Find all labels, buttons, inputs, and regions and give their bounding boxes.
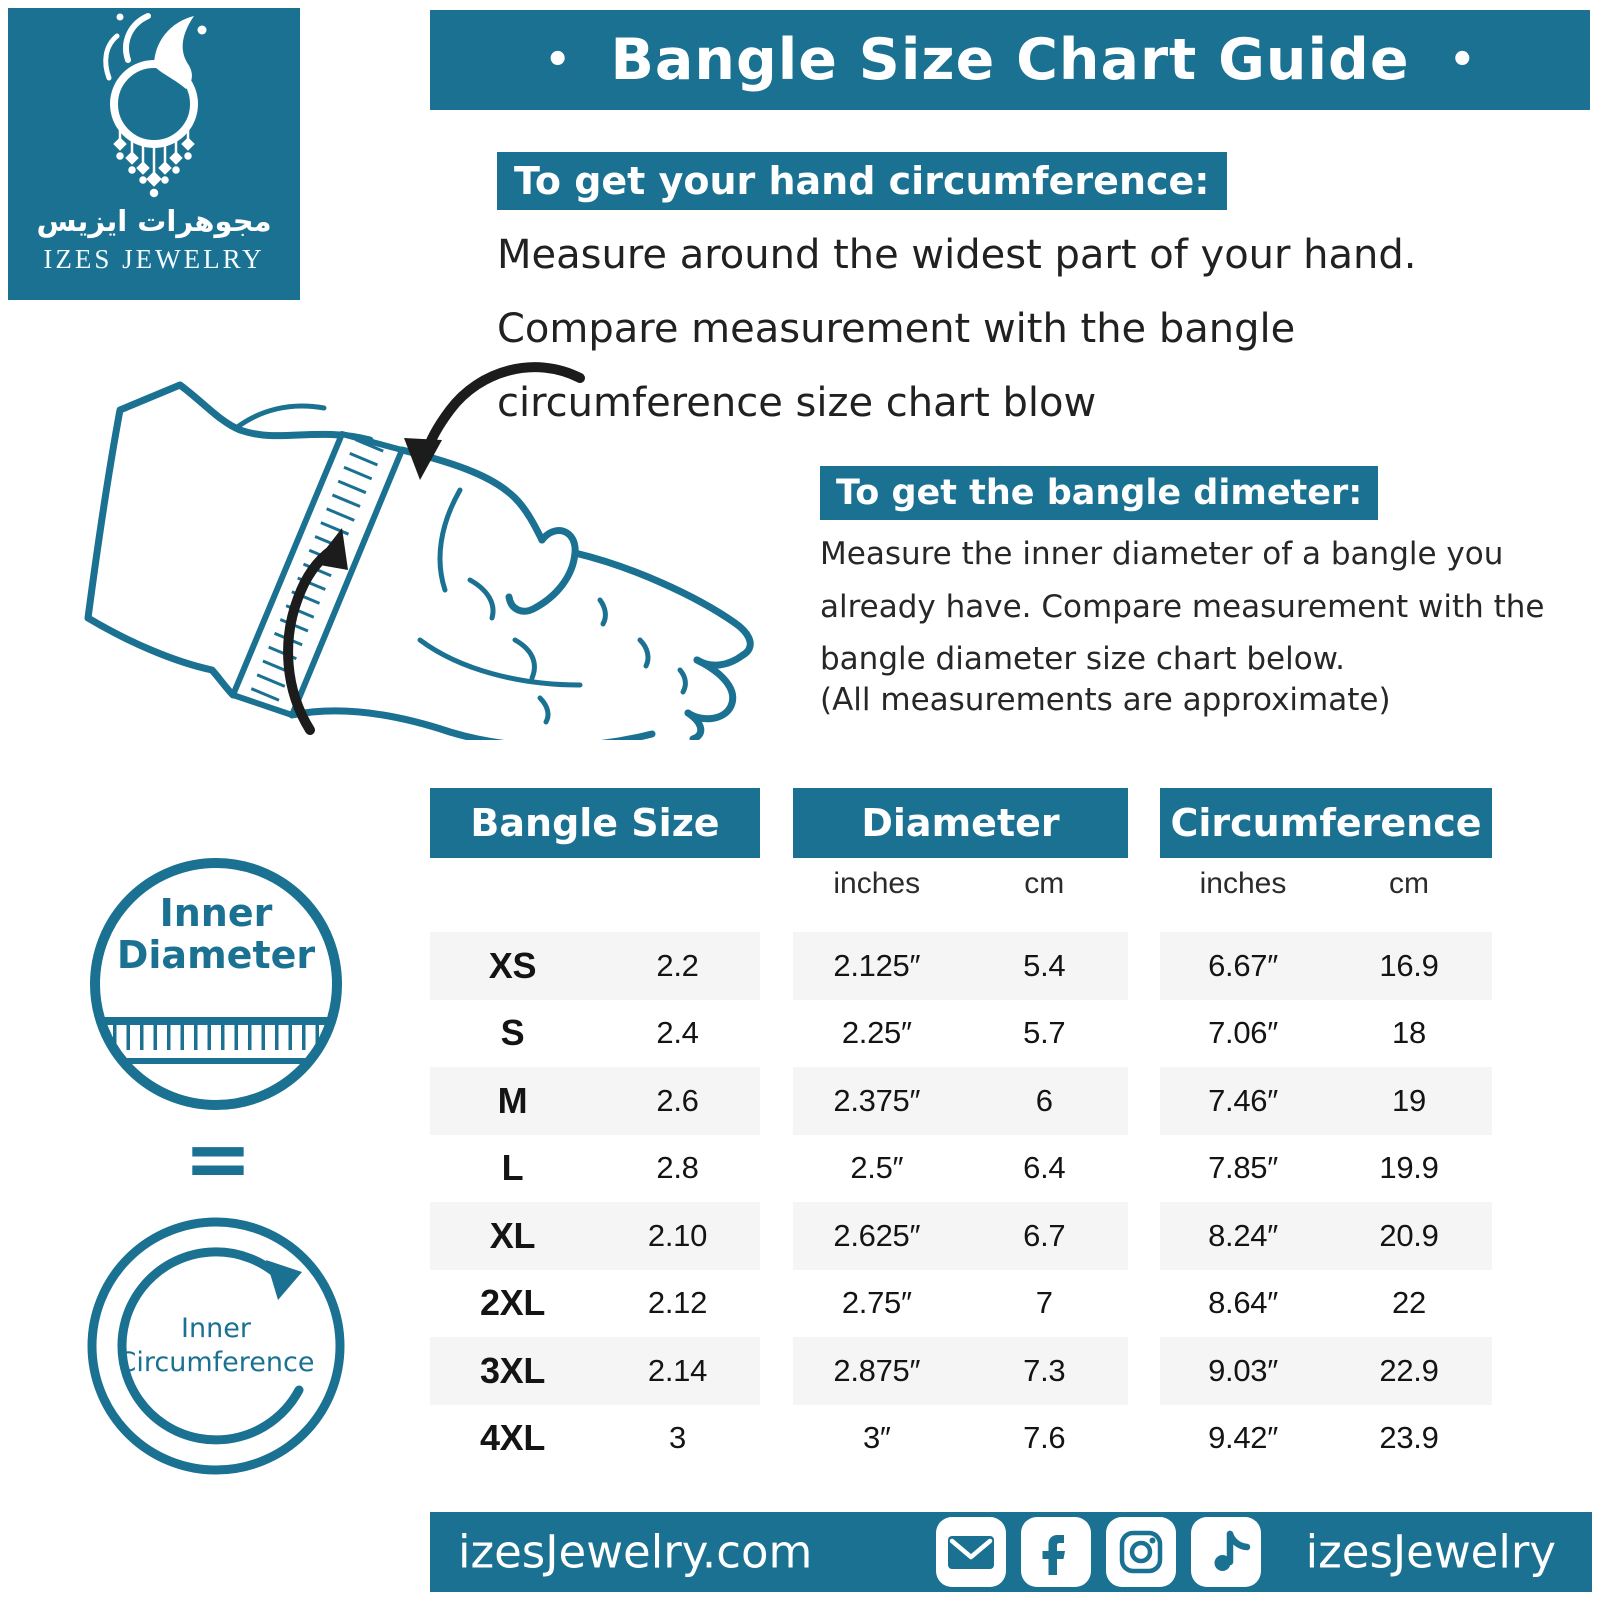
facebook-icon[interactable] xyxy=(1020,1516,1092,1588)
logo-arabic-text: مجوهرات ايزيس xyxy=(36,204,272,238)
brand-logo: مجوهرات ايزيس IZES JEWELRY xyxy=(8,8,300,300)
hand-circumference-heading: To get your hand circumference: xyxy=(497,152,1227,210)
circumference-inches-unit: inches xyxy=(1199,867,1287,900)
header-bar: • Bangle Size Chart Guide • xyxy=(430,10,1590,110)
instagram-icon[interactable] xyxy=(1105,1516,1177,1588)
header-circumference: Circumference xyxy=(1160,788,1492,858)
website-link[interactable]: izesJewelry.com xyxy=(458,1525,813,1579)
inner-circumference-diagram: Inner Circumference xyxy=(80,1208,352,1484)
logo-calligraphy xyxy=(103,13,207,198)
inner-circumference-graphic xyxy=(87,1217,345,1475)
bangle-diameter-heading: To get the bangle dimeter: xyxy=(820,466,1379,520)
bangle-size-table: Bangle Size Diameter Circumference inche… xyxy=(430,788,1492,1472)
table-row: L 2.8 2.5″ 6.4 7.85″ 19.9 xyxy=(501,1147,1439,1189)
table-row: 4XL 3 3″ 7.6 9.42″ 23.9 xyxy=(479,1417,1439,1459)
bangle-diameter-body: Measure the inner diameter of a bangle y… xyxy=(820,536,1545,678)
inner-diameter-diagram: Inner Diameter xyxy=(83,853,349,1125)
social-icons xyxy=(935,1516,1262,1588)
table-row: XL 2.10 2.625″ 6.7 8.24″ 20.9 xyxy=(430,1202,1492,1270)
table-row: 3XL 2.14 2.875″ 7.3 9.03″ 22.9 xyxy=(430,1337,1492,1405)
circumference-cm-unit: cm xyxy=(1389,867,1429,900)
inner-diameter-label: Inner Diameter xyxy=(116,891,316,977)
table-row: M 2.6 2.375″ 6 7.46″ 19 xyxy=(430,1067,1492,1135)
social-handle[interactable]: izesJewelry xyxy=(1305,1525,1556,1579)
diameter-inches-unit: inches xyxy=(833,867,921,900)
hand-circumference-body: Measure around the widest part of your h… xyxy=(497,232,1417,426)
logo-brand-name: IZES JEWELRY xyxy=(43,244,265,274)
measuring-tape xyxy=(230,431,405,718)
title-bullet-left: • xyxy=(544,37,571,83)
hand-measuring-illustration xyxy=(84,362,754,740)
footer-bar: izesJewelry.com xyxy=(430,1512,1592,1592)
table-unit-row: inches cm inches cm xyxy=(430,858,1492,910)
wrap-direction-arrows xyxy=(283,362,585,735)
measurements-note: (All measurements are approximate) xyxy=(820,682,1391,718)
table-row: 2XL 2.12 2.75″ 7 8.64″ 22 xyxy=(479,1282,1426,1324)
equals-sign: = xyxy=(183,1112,253,1207)
title-bullet-right: • xyxy=(1449,37,1476,83)
page-title: Bangle Size Chart Guide xyxy=(610,27,1410,93)
table-row: S 2.4 2.25″ 5.7 7.06″ 18 xyxy=(500,1012,1427,1054)
logo-bead-chains xyxy=(113,124,195,198)
header-bangle-size: Bangle Size xyxy=(430,788,760,858)
table-row: XS 2.2 2.125″ 5.4 6.67″ 16.9 xyxy=(430,932,1492,1000)
email-icon[interactable] xyxy=(935,1516,1007,1588)
tiktok-icon[interactable] xyxy=(1190,1516,1262,1588)
inner-diameter-graphic xyxy=(90,858,342,1110)
table-group-headers: Bangle Size Diameter Circumference xyxy=(430,788,1492,858)
header-diameter: Diameter xyxy=(793,788,1128,858)
diameter-cm-unit: cm xyxy=(1024,867,1065,900)
inner-circumference-label: Inner Circumference xyxy=(117,1313,315,1378)
